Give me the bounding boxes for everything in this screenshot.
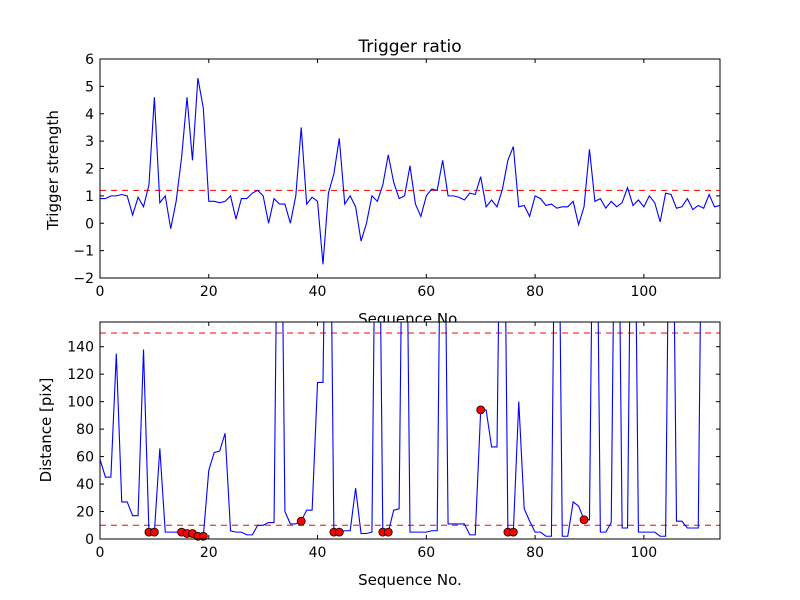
data-point-marker [198, 531, 208, 541]
data-point-marker [149, 527, 159, 537]
y-tick-label: 2 [85, 162, 94, 178]
data-point-marker [508, 527, 518, 537]
x-tick-label: 60 [417, 284, 435, 300]
data-point-marker [579, 515, 589, 525]
y-tick-label: 120 [67, 367, 94, 383]
x-tick-label: 80 [526, 284, 544, 300]
plot-frame [99, 321, 721, 540]
y-tick-label: 1 [85, 189, 94, 205]
y-tick-label: 80 [76, 422, 94, 438]
x-tick-label: 40 [309, 284, 327, 300]
y-axis-label: Distance [pix] [37, 378, 55, 483]
x-tick-label: 100 [630, 284, 657, 300]
y-tick-label: 0 [85, 532, 94, 548]
distance-chart: 0 20 40 60 80 100 0 20 40 60 80 100 120 140 Sequence… [37, 321, 721, 589]
y-axis-label: Trigger strength [44, 110, 62, 231]
y-tick-label: 40 [76, 477, 94, 493]
data-point-marker [334, 527, 344, 537]
y-tick-label: 0 [85, 216, 94, 232]
x-axis-label: Sequence No. [358, 571, 462, 589]
x-tick-label: 0 [96, 545, 105, 561]
x-tick-label: 60 [417, 545, 435, 561]
chart-title: Trigger ratio [357, 37, 461, 57]
x-tick-label: 40 [309, 545, 327, 561]
y-tick-label: 100 [67, 395, 94, 411]
y-tick-label: 20 [76, 505, 94, 521]
data-point-marker [296, 516, 306, 526]
y-tick-label: 4 [85, 107, 94, 123]
x-tick-label: 20 [200, 284, 218, 300]
x-tick-label: 0 [96, 284, 105, 300]
series-line [100, 78, 720, 265]
y-tick-label: 6 [85, 52, 94, 68]
y-tick-label: −2 [73, 271, 94, 287]
y-tick-label: 140 [67, 340, 94, 356]
x-tick-label: 100 [630, 545, 657, 561]
data-point-marker [476, 405, 486, 415]
data-point-marker [383, 527, 393, 537]
x-tick-label: 20 [200, 545, 218, 561]
x-tick-label: 80 [526, 545, 544, 561]
y-tick-label: 3 [85, 134, 94, 150]
y-tick-label: −1 [73, 244, 94, 260]
y-tick-label: 5 [85, 79, 94, 95]
y-tick-label: 60 [76, 450, 94, 466]
